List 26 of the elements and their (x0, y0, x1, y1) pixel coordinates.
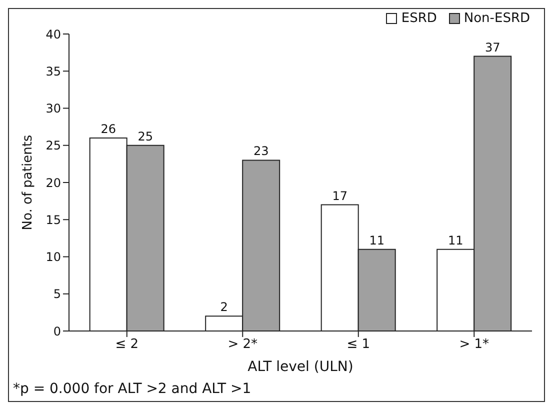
x-tick-label: ≤ 1 (346, 337, 370, 352)
x-tick-label: > 2* (228, 337, 258, 352)
y-tick-label: 25 (46, 138, 61, 153)
y-tick-label: 0 (53, 324, 61, 338)
y-axis-title: No. of patients (20, 134, 36, 230)
data-label: 11 (369, 233, 384, 248)
data-label: 37 (484, 40, 500, 54)
data-label: 26 (100, 122, 116, 136)
y-tick-label: 5 (53, 287, 61, 302)
x-tick-label: ≤ 2 (115, 337, 139, 352)
data-label: 17 (332, 188, 348, 203)
y-tick-label: 20 (46, 176, 61, 190)
legend-label: ESRD (401, 11, 437, 26)
y-tick-label: 35 (46, 64, 61, 78)
data-label: 11 (448, 233, 464, 248)
text: *p = 0.000 for ALT >2 and ALT >1 (12, 380, 252, 399)
y-tick-label: 10 (46, 250, 61, 264)
x-tick-label: > 1* (459, 337, 490, 352)
data-label: 2 (220, 300, 228, 314)
legend-label: Non-ESRD (464, 11, 530, 26)
y-tick-label: 15 (46, 212, 61, 227)
y-tick-label: 30 (46, 102, 61, 116)
data-label: 25 (138, 129, 153, 144)
y-tick-label: 40 (46, 27, 61, 42)
data-label: 23 (253, 144, 269, 158)
x-axis-title: ALT level (ULN) (248, 359, 354, 375)
